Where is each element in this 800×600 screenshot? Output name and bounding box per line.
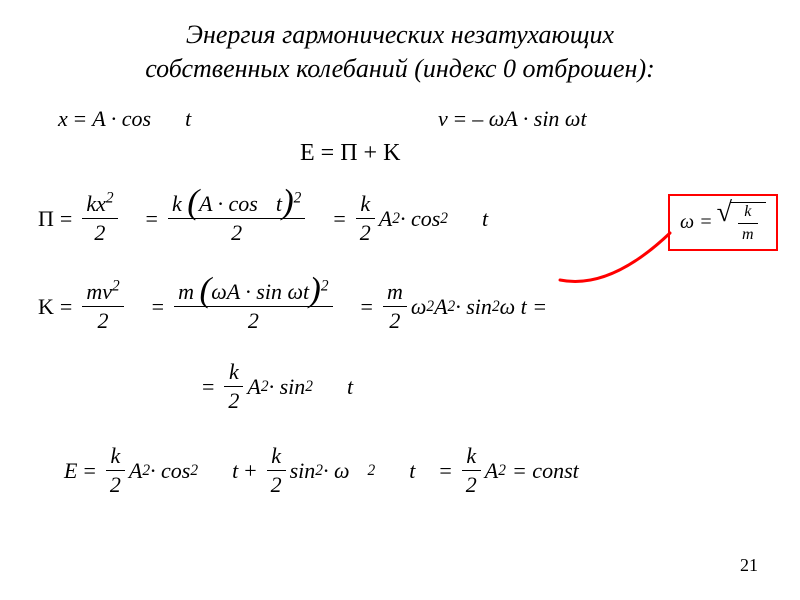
eq-E-final: E = k 2 A2 · cos2 t + k 2 sin2 · ω 2 t =… (64, 444, 579, 497)
eq-v: v = – ωA · sin ωt (438, 106, 587, 132)
x-rhs: A · cos (92, 106, 151, 132)
k-lhs: K (38, 294, 54, 320)
v-lhs: v (438, 106, 448, 132)
omega-lhs: ω = (680, 211, 713, 234)
eq-k: K = mv2 2 = m (ωA · sin ωt)2 2 = m 2 ω2 … (38, 280, 547, 333)
E-t2-frac: k 2 (267, 444, 286, 497)
title-line-1: Энергия гармонических незатухающих (0, 18, 800, 52)
k-frac3: m 2 (383, 280, 407, 333)
sqrt-icon: √ k m (717, 202, 766, 243)
E-t3-frac: k 2 (462, 444, 481, 497)
x-tail: t (185, 106, 191, 132)
pi-lhs: П (38, 206, 54, 232)
k2-frac: k 2 (224, 360, 243, 413)
page-number: 21 (740, 555, 758, 576)
pi-frac1: kx2 2 (82, 192, 117, 245)
E-sum-text: E = П + K (300, 140, 400, 167)
x-lhs: x (58, 106, 68, 132)
eq-pi: П = kx2 2 = k (A · cost)2 2 = k 2 A2 · c… (38, 192, 488, 245)
E-t1-frac: k 2 (106, 444, 125, 497)
title-line-2: собственных колебаний (индекс 0 отброшен… (0, 52, 800, 86)
omega-box: ω = √ k m (668, 194, 778, 251)
E-lhs: E (64, 458, 77, 484)
v-rhs: – ωA · sin ωt (472, 106, 586, 132)
pi-frac2: k (A · cost)2 2 (168, 192, 305, 245)
eq-E-sum: E = П + K (300, 140, 400, 167)
eq-x: x = A · cos t (58, 106, 191, 132)
eq-k-line2: = k 2 A2 · sin2 t (196, 360, 353, 413)
pi-frac3: k 2 (356, 192, 375, 245)
k-frac1: mv2 2 (82, 280, 123, 333)
slide-title: Энергия гармонических незатухающих собст… (0, 0, 800, 86)
k-frac2: m (ωA · sin ωt)2 2 (174, 280, 332, 333)
